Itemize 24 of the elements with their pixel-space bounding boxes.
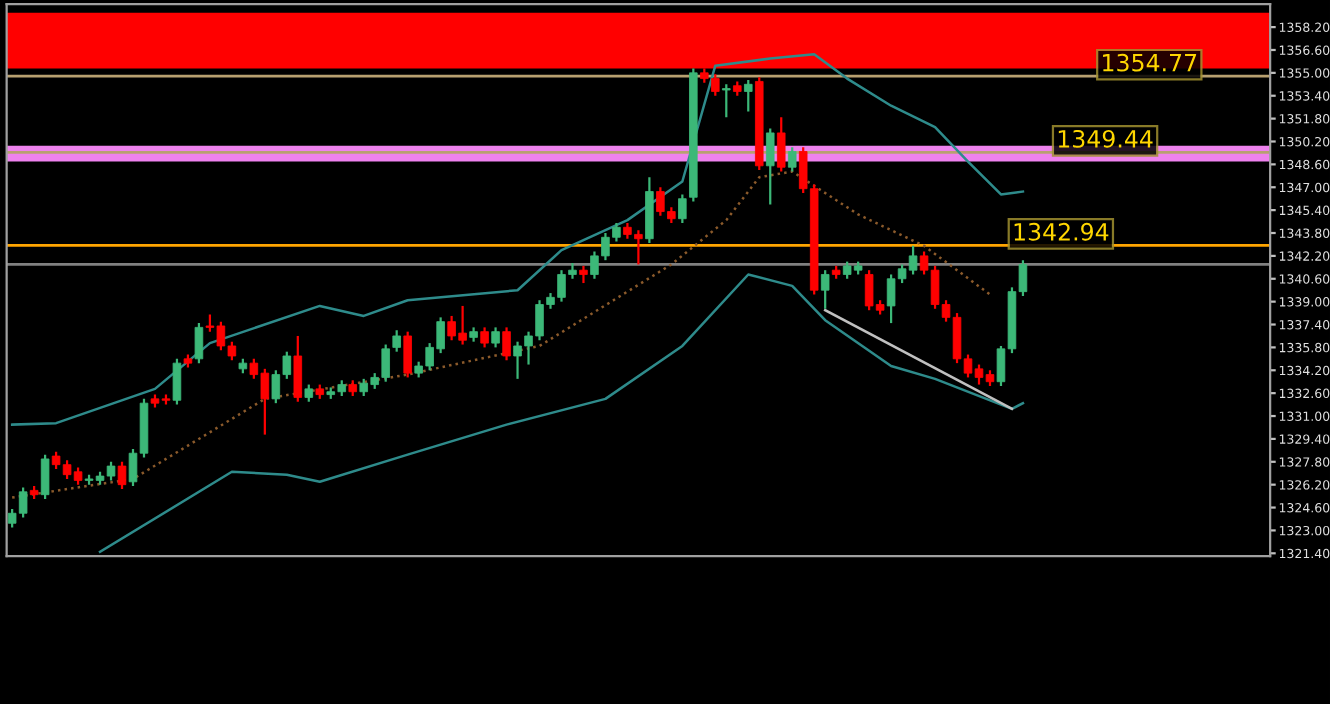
candlestick — [117, 460, 127, 491]
candlestick — [293, 334, 303, 403]
candlestick — [480, 326, 489, 349]
candlestick — [392, 329, 401, 353]
ref-line-label: 1354.77 — [1103, 53, 1197, 72]
candlestick — [40, 453, 50, 501]
candlestick — [820, 269, 830, 310]
candlestick — [579, 264, 588, 285]
candlestick — [765, 127, 775, 206]
candlestick — [678, 193, 687, 225]
line-series — [98, 273, 1025, 554]
candlestick — [194, 321, 204, 365]
candlestick — [787, 146, 797, 173]
candlestick — [502, 326, 511, 362]
candlestick — [172, 357, 182, 406]
candlestick — [722, 83, 731, 119]
ref-line-label: 1342.94 — [1014, 222, 1109, 241]
candlestick — [645, 176, 654, 245]
candlestick — [776, 116, 786, 173]
line-series — [10, 170, 992, 499]
candlestick — [491, 326, 500, 349]
ref-line-label: 1349.44 — [1058, 129, 1153, 148]
candlestick — [744, 78, 753, 113]
candlestick — [403, 330, 412, 379]
